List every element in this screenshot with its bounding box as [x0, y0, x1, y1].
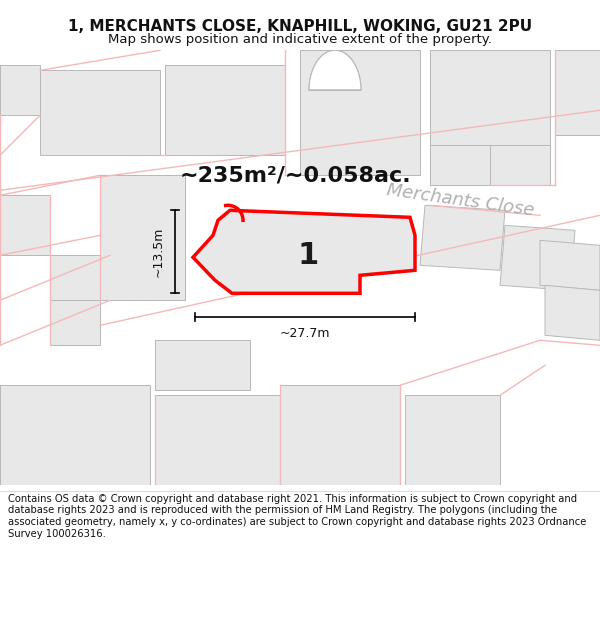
Text: Map shows position and indicative extent of the property.: Map shows position and indicative extent… — [108, 32, 492, 46]
Polygon shape — [500, 225, 575, 290]
Polygon shape — [540, 240, 600, 290]
Polygon shape — [155, 340, 250, 390]
Text: 1, MERCHANTS CLOSE, KNAPHILL, WOKING, GU21 2PU: 1, MERCHANTS CLOSE, KNAPHILL, WOKING, GU… — [68, 19, 532, 34]
Polygon shape — [309, 51, 361, 90]
Polygon shape — [100, 175, 185, 300]
Polygon shape — [405, 395, 500, 485]
Polygon shape — [430, 145, 490, 185]
Text: ~13.5m: ~13.5m — [152, 227, 165, 277]
Text: 1: 1 — [298, 241, 319, 270]
Polygon shape — [420, 205, 505, 270]
Polygon shape — [490, 145, 550, 185]
Polygon shape — [555, 50, 600, 135]
Polygon shape — [40, 70, 160, 155]
Polygon shape — [0, 385, 150, 485]
Polygon shape — [0, 195, 50, 255]
Polygon shape — [155, 395, 285, 485]
Polygon shape — [0, 65, 40, 115]
Text: Contains OS data © Crown copyright and database right 2021. This information is : Contains OS data © Crown copyright and d… — [8, 494, 586, 539]
Polygon shape — [280, 385, 400, 485]
Polygon shape — [193, 210, 415, 293]
Polygon shape — [165, 65, 285, 155]
Text: ~235m²/~0.058ac.: ~235m²/~0.058ac. — [179, 165, 411, 185]
Text: Merchants Close: Merchants Close — [385, 181, 535, 219]
Polygon shape — [545, 285, 600, 340]
Text: ~27.7m: ~27.7m — [280, 328, 330, 340]
Polygon shape — [309, 51, 361, 90]
Polygon shape — [50, 300, 100, 345]
Polygon shape — [50, 255, 100, 300]
Polygon shape — [300, 50, 420, 175]
Polygon shape — [430, 50, 550, 145]
